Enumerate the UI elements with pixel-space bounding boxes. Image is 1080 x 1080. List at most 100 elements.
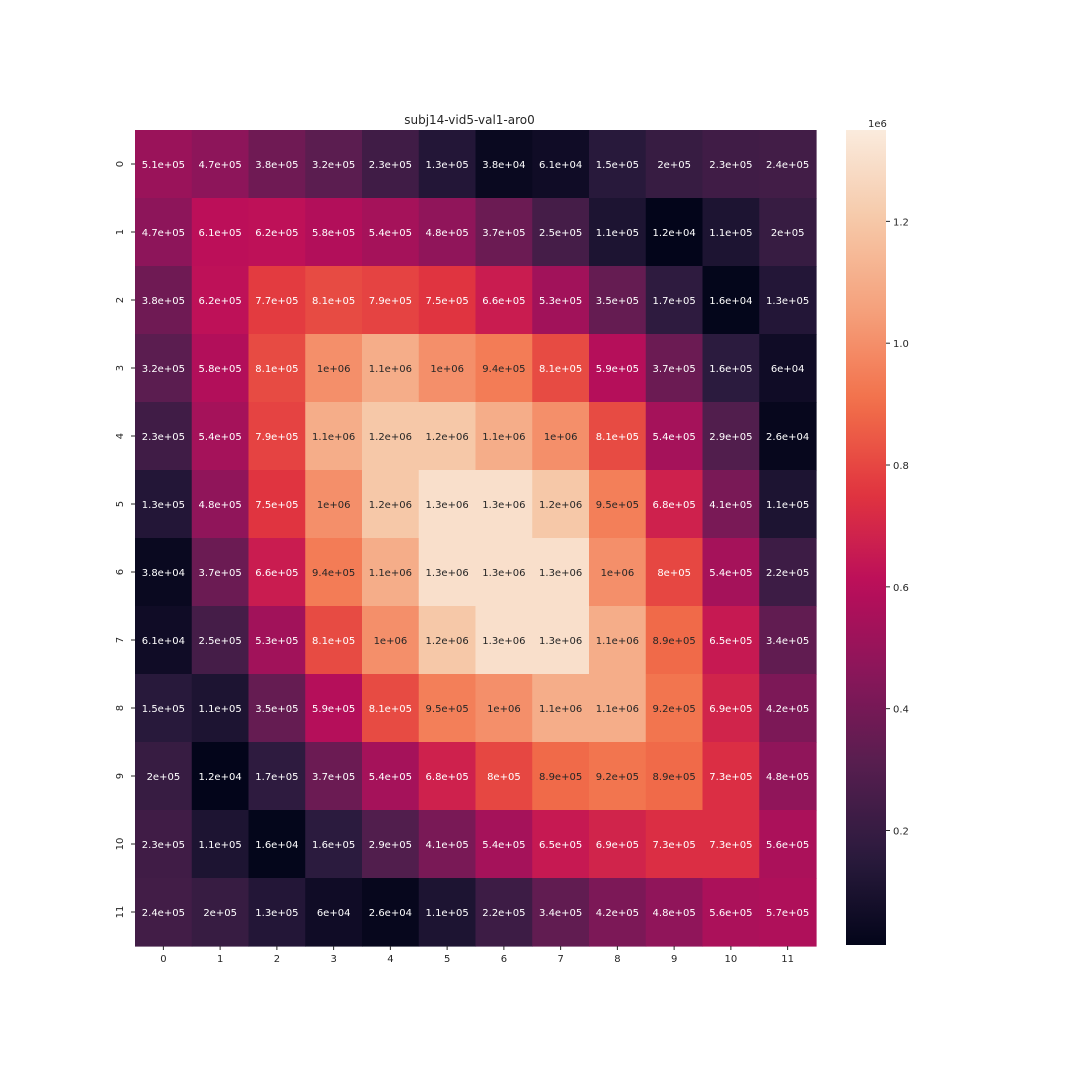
cell-label: 5.4e+05 bbox=[482, 840, 525, 851]
heatmap-cell-r4-c3 bbox=[305, 402, 363, 471]
cell-label: 3.4e+05 bbox=[766, 636, 809, 647]
heatmap-cell-r5-c0 bbox=[135, 470, 193, 539]
cell-label: 8.1e+05 bbox=[255, 364, 298, 375]
heatmap-cell-r5-c3 bbox=[305, 470, 363, 539]
cell-label: 8.1e+05 bbox=[539, 364, 582, 375]
heatmap-cell-r9-c5 bbox=[418, 742, 477, 811]
colorbar-tick-label: 1.0 bbox=[893, 339, 909, 350]
cell-label: 4.8e+05 bbox=[199, 500, 242, 511]
heatmap-cell-r8-c0 bbox=[135, 674, 193, 743]
heatmap-cell-r7-c4 bbox=[362, 606, 420, 675]
colorbar-tick-label: 0.8 bbox=[893, 461, 909, 472]
cell-label: 2.4e+05 bbox=[142, 908, 185, 919]
cell-label: 5.3e+05 bbox=[255, 636, 298, 647]
cell-label: 2.3e+05 bbox=[142, 840, 185, 851]
heatmap-cell-r10-c3 bbox=[305, 810, 363, 879]
cell-label: 8e+05 bbox=[657, 568, 691, 579]
cell-label: 2e+05 bbox=[147, 772, 181, 783]
cell-label: 2.4e+05 bbox=[766, 160, 809, 171]
cell-label: 9.2e+05 bbox=[596, 772, 639, 783]
cell-label: 1.3e+06 bbox=[539, 568, 582, 579]
heatmap-cell-r7-c5 bbox=[418, 606, 477, 675]
cell-label: 2e+05 bbox=[657, 160, 691, 171]
cell-label: 1e+06 bbox=[544, 432, 578, 443]
cell-label: 9.2e+05 bbox=[653, 704, 696, 715]
heatmap-cell-r8-c6 bbox=[475, 674, 533, 743]
cell-label: 9.5e+05 bbox=[426, 704, 469, 715]
heatmap-cell-r4-c6 bbox=[475, 402, 533, 471]
cell-label: 3.8e+04 bbox=[482, 160, 525, 171]
heatmap-cell-r6-c11 bbox=[759, 538, 817, 607]
cell-label: 2.6e+04 bbox=[369, 908, 412, 919]
heatmap-cell-r5-c11 bbox=[759, 470, 817, 539]
heatmap-cell-r4-c10 bbox=[702, 402, 760, 471]
heatmap-cell-r2-c5 bbox=[418, 266, 477, 335]
heatmap-cell-r5-c2 bbox=[248, 470, 306, 539]
heatmap-cell-r9-c3 bbox=[305, 742, 363, 811]
heatmap-cell-r2-c6 bbox=[475, 266, 533, 335]
cell-label: 1.3e+05 bbox=[766, 296, 809, 307]
cell-label: 6.5e+05 bbox=[709, 636, 752, 647]
heatmap-cell-r2-c1 bbox=[191, 266, 250, 335]
cell-label: 2e+05 bbox=[771, 228, 805, 239]
cell-label: 6.5e+05 bbox=[539, 840, 582, 851]
cell-label: 6.2e+05 bbox=[199, 296, 242, 307]
cell-label: 5.8e+05 bbox=[199, 364, 242, 375]
heatmap-cell-r3-c8 bbox=[589, 334, 647, 403]
cell-label: 5.4e+05 bbox=[369, 772, 412, 783]
heatmap-cell-r7-c0 bbox=[135, 606, 193, 675]
x-axis: 0 1 2 3 4 5 6 7 8 9 10 11 bbox=[160, 946, 794, 965]
heatmap-cell-r3-c1 bbox=[191, 334, 250, 403]
heatmap-cell-r11-c0 bbox=[135, 878, 193, 947]
x-tick-label: 7 bbox=[557, 954, 563, 965]
heatmap-cell-r9-c0 bbox=[135, 742, 193, 811]
cell-label: 1.6e+04 bbox=[255, 840, 298, 851]
cell-label: 5.9e+05 bbox=[312, 704, 355, 715]
x-tick-label: 1 bbox=[217, 954, 223, 965]
heatmap-cell-r9-c1 bbox=[191, 742, 250, 811]
cell-label: 5.9e+05 bbox=[596, 364, 639, 375]
heatmap-cell-r2-c7 bbox=[532, 266, 590, 335]
cell-label: 1.6e+05 bbox=[709, 364, 752, 375]
heatmap-cell-r1-c0 bbox=[135, 198, 193, 267]
heatmap-cell-r0-c10 bbox=[702, 130, 760, 199]
heatmap-cell-r4-c0 bbox=[135, 402, 193, 471]
cell-label: 6.1e+04 bbox=[539, 160, 582, 171]
heatmap-cell-r10-c8 bbox=[589, 810, 647, 879]
cell-label: 3.5e+05 bbox=[255, 704, 298, 715]
cell-label: 5.4e+05 bbox=[369, 228, 412, 239]
cell-label: 6.2e+05 bbox=[255, 228, 298, 239]
heatmap-cell-r10-c11 bbox=[759, 810, 817, 879]
cell-label: 9.4e+05 bbox=[312, 568, 355, 579]
cell-label: 6.9e+05 bbox=[596, 840, 639, 851]
heatmap-cell-r11-c7 bbox=[532, 878, 590, 947]
heatmap-cell-r4-c9 bbox=[645, 402, 704, 471]
cell-label: 1.3e+06 bbox=[482, 636, 525, 647]
heatmap-cell-r1-c4 bbox=[362, 198, 420, 267]
heatmap-cell-r10-c7 bbox=[532, 810, 590, 879]
heatmap-cell-r6-c8 bbox=[589, 538, 647, 607]
heatmap-cell-r3-c3 bbox=[305, 334, 363, 403]
heatmap-cell-r3-c10 bbox=[702, 334, 760, 403]
heatmap-cell-r1-c3 bbox=[305, 198, 363, 267]
cell-label: 8.1e+05 bbox=[312, 296, 355, 307]
heatmap-cell-r1-c1 bbox=[191, 198, 250, 267]
heatmap-cell-r3-c5 bbox=[418, 334, 477, 403]
cell-label: 1.2e+06 bbox=[369, 500, 412, 511]
cell-label: 1.1e+06 bbox=[539, 704, 582, 715]
cell-label: 3.7e+05 bbox=[199, 568, 242, 579]
cell-label: 8.1e+05 bbox=[369, 704, 412, 715]
y-tick-label: 7 bbox=[115, 637, 126, 643]
heatmap-cell-r1-c2 bbox=[248, 198, 306, 267]
cell-label: 6.8e+05 bbox=[653, 500, 696, 511]
heatmap-cell-r6-c10 bbox=[702, 538, 760, 607]
heatmap-cell-r0-c3 bbox=[305, 130, 363, 199]
heatmap-cell-r1-c5 bbox=[418, 198, 477, 267]
cell-label: 5.4e+05 bbox=[653, 432, 696, 443]
heatmap-cell-r11-c6 bbox=[475, 878, 533, 947]
cell-label: 1.3e+06 bbox=[482, 500, 525, 511]
cell-label: 1.1e+06 bbox=[596, 636, 639, 647]
colorbar-offset-label: 1e6 bbox=[868, 119, 887, 130]
cell-label: 1.1e+05 bbox=[199, 704, 242, 715]
x-tick-label: 10 bbox=[725, 954, 738, 965]
